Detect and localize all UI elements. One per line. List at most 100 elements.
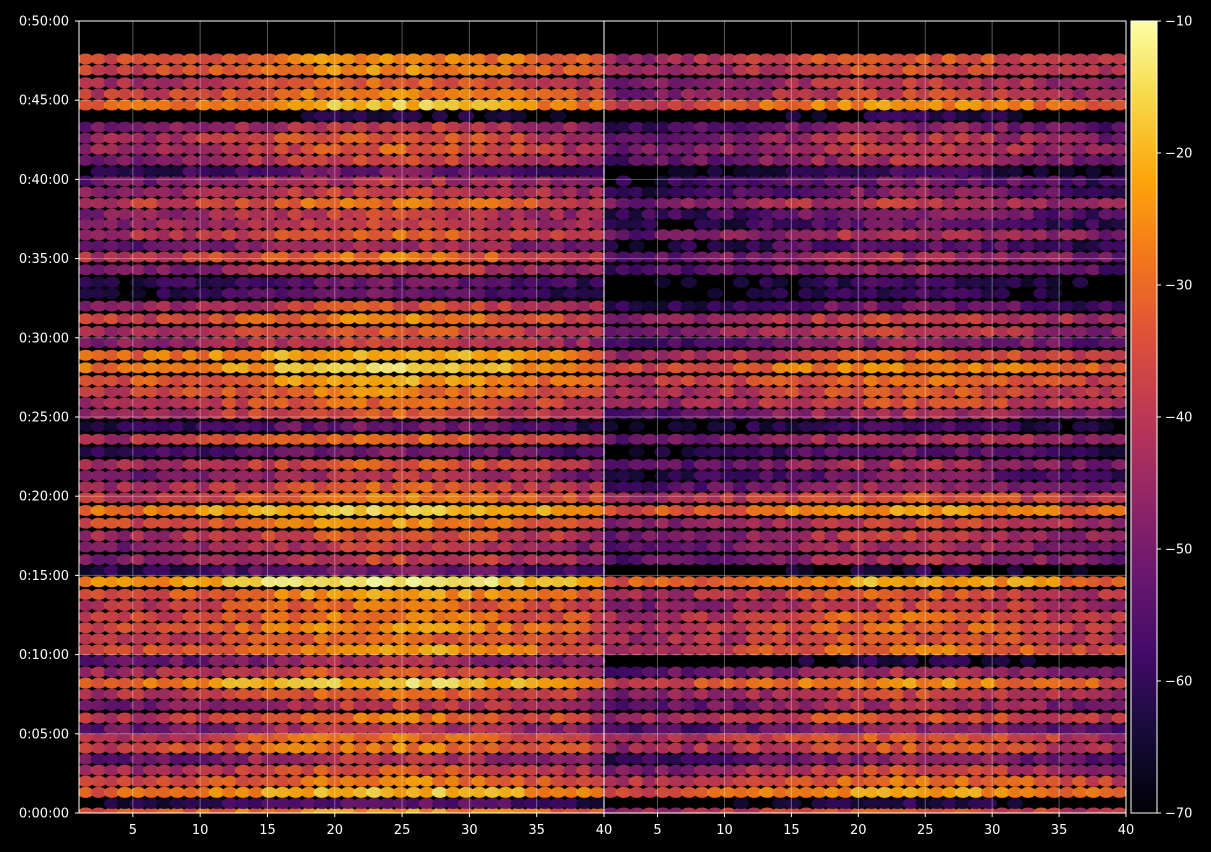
heatmap-cell — [1111, 517, 1126, 529]
heatmap-cell — [326, 723, 343, 735]
heatmap-cell — [261, 554, 278, 566]
heatmap-cell — [274, 517, 291, 529]
heatmap-cell — [195, 554, 212, 566]
heatmap-cell — [79, 699, 94, 711]
heatmap-cell — [169, 576, 186, 588]
heatmap-cell — [130, 688, 147, 700]
heatmap-cell — [79, 764, 94, 776]
heatmap-cell — [550, 541, 567, 553]
heatmap-cell — [366, 421, 383, 432]
heatmap-cell — [1007, 565, 1024, 577]
heatmap-cell — [79, 505, 94, 516]
heatmap-cell — [130, 786, 147, 798]
heatmap-cell — [300, 633, 317, 645]
heatmap-cell — [261, 622, 278, 634]
heatmap-cell — [366, 655, 383, 667]
heatmap-cell — [182, 807, 199, 813]
heatmap-cell — [313, 622, 330, 634]
heatmap-cell — [405, 554, 422, 566]
heatmap-cell — [274, 633, 291, 645]
heatmap-cell — [79, 742, 94, 754]
heatmap-cell — [1111, 554, 1126, 566]
heatmap-cell — [536, 699, 554, 711]
heatmap-cell — [366, 433, 383, 445]
heatmap-cell — [536, 775, 554, 787]
heatmap-cell — [182, 611, 199, 623]
heatmap-cell — [248, 633, 265, 645]
heatmap-cell — [79, 655, 94, 667]
heatmap-cell — [156, 505, 173, 516]
heatmap-cell — [379, 576, 396, 588]
heatmap-cell — [116, 421, 133, 432]
heatmap-cell — [287, 588, 304, 600]
heatmap-cell — [116, 505, 133, 516]
heatmap-cell — [392, 677, 409, 689]
heatmap-cell — [326, 588, 343, 600]
heatmap-cell — [510, 481, 527, 493]
heatmap-cell — [103, 554, 120, 566]
heatmap-cell — [208, 786, 225, 798]
heatmap-cell — [169, 611, 186, 623]
heatmap-cell — [287, 446, 304, 458]
heatmap-cell — [313, 798, 330, 809]
heatmap-cell — [353, 699, 370, 711]
heatmap-cell — [182, 554, 199, 566]
heatmap-cell — [208, 576, 225, 588]
heatmap-cell — [235, 446, 252, 458]
heatmap-cell — [445, 492, 462, 504]
heatmap-cell — [1007, 798, 1024, 809]
heatmap-cell — [79, 408, 94, 420]
heatmap-cell — [261, 723, 278, 735]
heatmap-cell — [143, 699, 160, 711]
heatmap-cell — [182, 742, 199, 754]
heatmap-cell — [248, 712, 265, 724]
heatmap-cell — [116, 554, 133, 566]
heatmap-cell — [1098, 421, 1115, 432]
heatmap-cell — [484, 565, 501, 577]
heatmap-cell — [445, 588, 462, 600]
heatmap-cell — [248, 807, 265, 813]
heatmap-cell — [523, 470, 540, 482]
heatmap-cell — [392, 421, 409, 432]
heatmap-cell — [418, 775, 435, 787]
heatmap-cell — [1111, 218, 1126, 230]
heatmap-cell — [458, 666, 475, 678]
heatmap-cell — [169, 588, 186, 600]
heatmap-cell — [431, 565, 448, 577]
heatmap-cell — [326, 798, 343, 809]
heatmap-cell — [471, 688, 488, 700]
heatmap-cell — [221, 633, 238, 645]
heatmap-cell — [418, 554, 435, 566]
heatmap-cell — [287, 775, 304, 787]
heatmap-cell — [405, 611, 422, 623]
heatmap-cell — [353, 459, 370, 470]
heatmap-cell — [589, 588, 606, 600]
heatmap-cell — [1111, 541, 1126, 553]
heatmap-cell — [182, 731, 199, 743]
heatmap-cell — [221, 731, 238, 743]
heatmap-cell — [156, 775, 173, 787]
heatmap-cell — [313, 666, 330, 678]
heatmap-cell — [445, 712, 462, 724]
heatmap-cell — [103, 565, 120, 577]
heatmap-cell — [248, 764, 265, 776]
heatmap-cell — [431, 764, 448, 776]
heatmap-cell — [221, 505, 238, 516]
heatmap-cell — [143, 446, 160, 458]
heatmap-cell — [458, 565, 475, 577]
heatmap-cell — [576, 433, 593, 445]
heatmap-cell — [248, 688, 265, 700]
heatmap-cell — [497, 588, 514, 600]
heatmap-cell — [287, 505, 304, 516]
heatmap-cell — [576, 644, 593, 656]
heatmap-cell — [589, 677, 606, 689]
heatmap-cell — [379, 688, 396, 700]
heatmap-cell — [550, 712, 567, 724]
heatmap-cell — [340, 421, 357, 432]
heatmap-cell — [287, 723, 304, 735]
heatmap-cell — [182, 492, 199, 504]
heatmap-cell — [90, 633, 107, 645]
heatmap-cell — [628, 240, 645, 252]
heatmap-cell — [471, 731, 488, 743]
heatmap-cell — [563, 731, 580, 743]
